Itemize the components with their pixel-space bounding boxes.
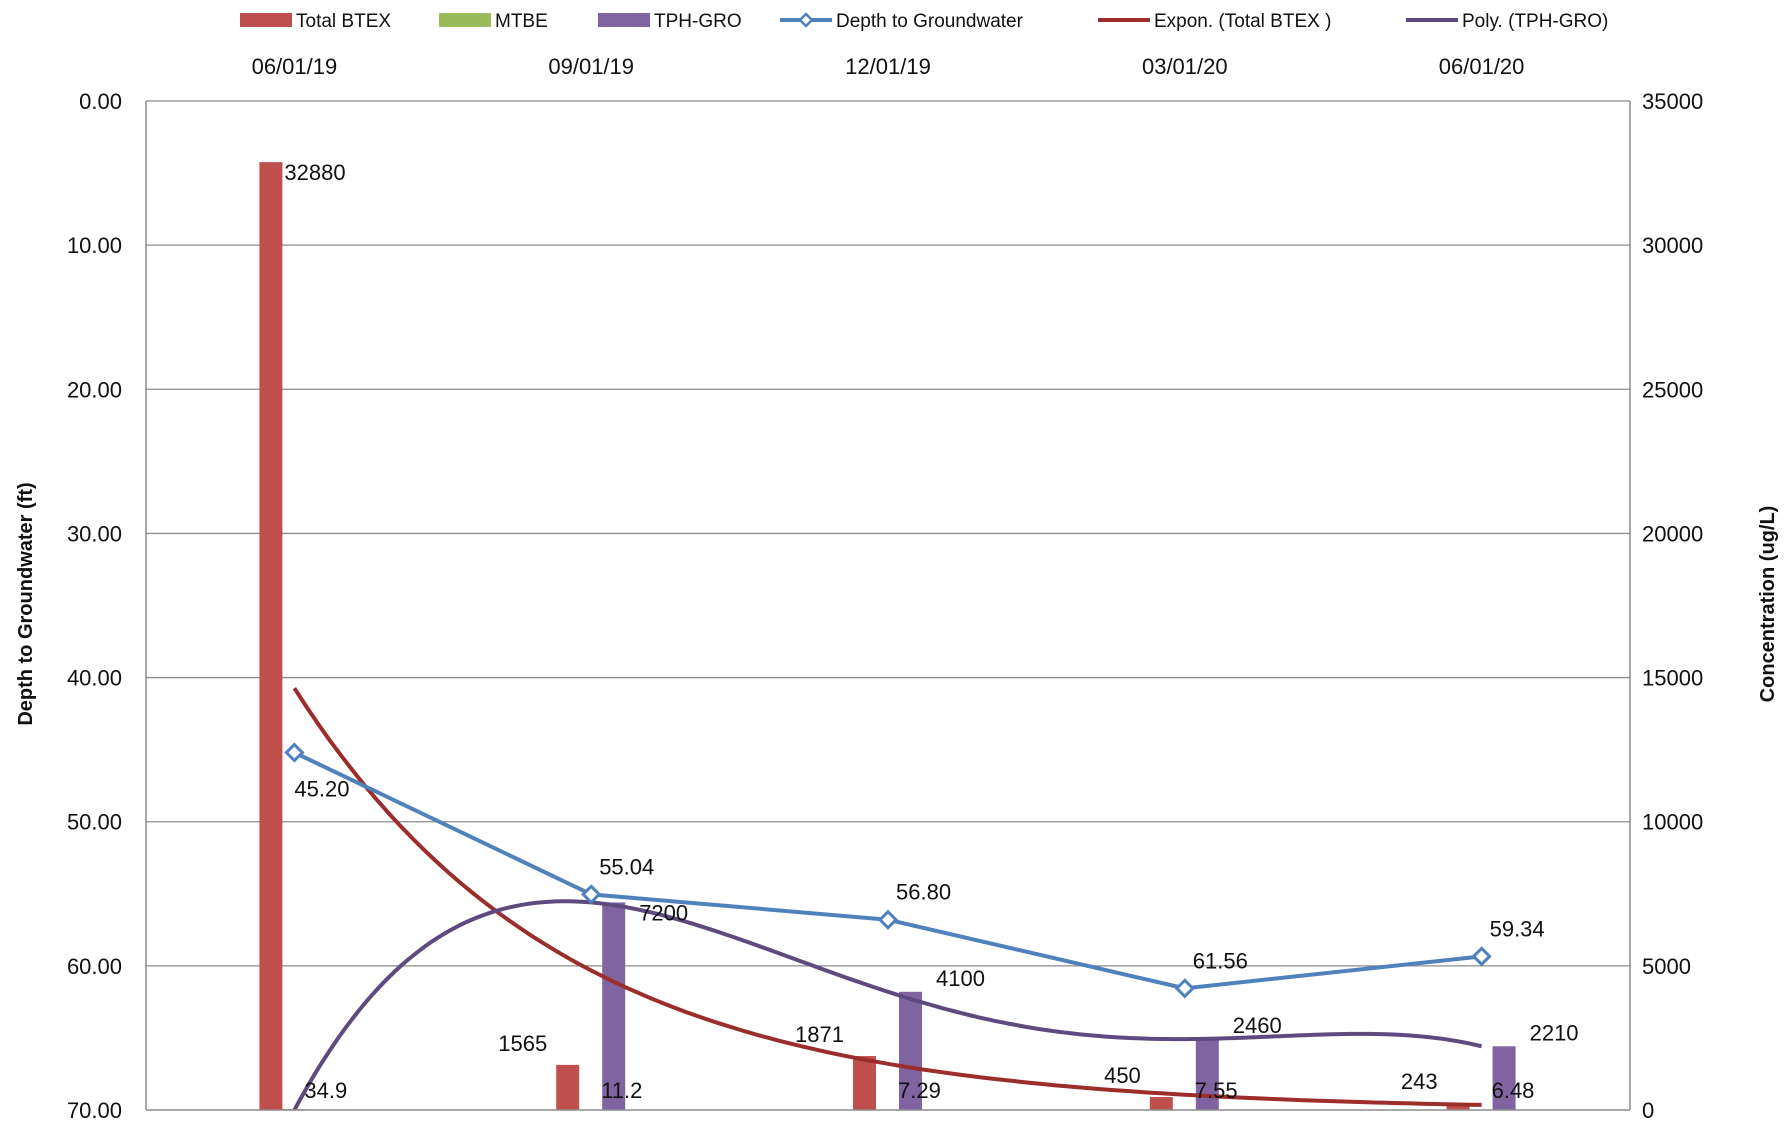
y-left-tick-label: 10.00: [67, 233, 122, 258]
y-right-tick-label: 5000: [1642, 954, 1691, 979]
bar-total-btex: [853, 1056, 876, 1110]
data-label-tph-gro: 2460: [1233, 1013, 1282, 1038]
x-tick-label: 06/01/20: [1439, 54, 1525, 79]
depth-marker: [1174, 978, 1195, 999]
data-label-depth: 61.56: [1193, 948, 1248, 973]
bar-tph-gro: [1195, 1039, 1219, 1110]
data-label-tph-gro: 7200: [639, 900, 688, 925]
bars: [259, 162, 1516, 1110]
data-label-mtbe: 7.55: [1195, 1078, 1238, 1103]
data-label-total-btex: 450: [1104, 1063, 1141, 1088]
y-right-tick-label: 20000: [1642, 521, 1703, 546]
bar-tph-gro: [899, 991, 922, 1110]
depth-line: [293, 750, 1482, 991]
data-label-depth: 56.80: [896, 880, 951, 905]
y-right-tick-label: 25000: [1642, 377, 1703, 402]
trendline-poly-tph-gro: [292, 899, 1483, 1111]
data-label-depth: 45.20: [294, 777, 349, 802]
x-tick-label: 09/01/19: [548, 54, 634, 79]
data-label-tph-gro: 4100: [936, 966, 985, 991]
bar-total-btex: [259, 162, 283, 1110]
gridlines: [146, 100, 1630, 967]
legend-label: Poly. (TPH-GRO): [1462, 11, 1608, 32]
y-left-tick-label: 40.00: [67, 666, 122, 691]
bar-total-btex: [1149, 1097, 1173, 1110]
bar-tph-gro: [1492, 1046, 1516, 1110]
trendlines: [292, 687, 1483, 1111]
depth-marker: [581, 884, 602, 905]
y-right-tick-label: 0: [1642, 1098, 1654, 1123]
y-axis-left-title: Depth to Groundwater (ft): [15, 482, 37, 725]
legend-label: Depth to Groundwater: [836, 11, 1024, 32]
y-axis-right-title: Concentration (ug/L): [1757, 506, 1779, 703]
data-label-total-btex: 1871: [795, 1022, 844, 1047]
data-label-depth: 55.04: [599, 854, 654, 879]
data-label-mtbe: 34.9: [304, 1078, 347, 1103]
legend-label: Expon. (Total BTEX ): [1154, 11, 1331, 32]
trendline-expon-total-btex: [292, 687, 1482, 1107]
y-left-tick-label: 50.00: [67, 810, 122, 835]
y-right-tick-label: 30000: [1642, 233, 1703, 258]
legend-swatch: [598, 13, 650, 27]
y-right-tick-label: 15000: [1642, 666, 1703, 691]
depth-marker: [877, 909, 899, 930]
legend-label: MTBE: [495, 11, 548, 32]
x-tick-label: 06/01/19: [252, 54, 338, 79]
data-label-mtbe: 6.48: [1492, 1078, 1535, 1103]
y-left-tick-label: 30.00: [67, 521, 122, 546]
y-right-tick-label: 10000: [1642, 810, 1703, 835]
y-left-tick-label: 20.00: [67, 377, 122, 402]
depth-marker: [284, 742, 305, 763]
data-label-tph-gro: 2210: [1530, 1020, 1579, 1045]
legend-label: Total BTEX: [296, 11, 391, 32]
legend-swatch: [439, 13, 491, 27]
legend: Total BTEX MTBE TPH-GRO Depth to Groundwate…: [240, 11, 1608, 32]
legend-label: TPH-GRO: [654, 11, 742, 32]
x-tick-label: 03/01/20: [1142, 54, 1228, 79]
legend-marker: [798, 12, 814, 28]
depth-series: [284, 742, 1492, 999]
x-axis-labels: 06/01/19 09/01/19 12/01/19 03/01/20 06/01/20: [252, 54, 1525, 79]
y-left-tick-label: 70.00: [67, 1098, 122, 1123]
y-right-tick-label: 35000: [1642, 89, 1703, 114]
y-left-tick-label: 60.00: [67, 954, 122, 979]
data-labels: 32880 1565 1871 450 243 34.9 11.2 7.29 7.55 6.48 7…: [284, 160, 1578, 1103]
data-label-mtbe: 7.29: [898, 1078, 941, 1103]
data-label-total-btex: 243: [1401, 1069, 1438, 1094]
axes: 0.00 35000 10.00 30000 20.00 25000 30.00 20000 4…: [67, 89, 1703, 1123]
x-tick-label: 12/01/19: [845, 54, 931, 79]
legend-swatch: [240, 13, 292, 27]
bar-tph-gro: [602, 902, 626, 1110]
y-left-tick-label: 0.00: [79, 89, 122, 114]
data-label-depth: 59.34: [1490, 916, 1545, 941]
bar-total-btex: [556, 1064, 580, 1110]
depth-marker: [1471, 946, 1492, 967]
data-label-total-btex: 32880: [284, 160, 345, 185]
data-label-total-btex: 1565: [498, 1031, 547, 1056]
data-label-mtbe: 11.2: [601, 1078, 642, 1103]
